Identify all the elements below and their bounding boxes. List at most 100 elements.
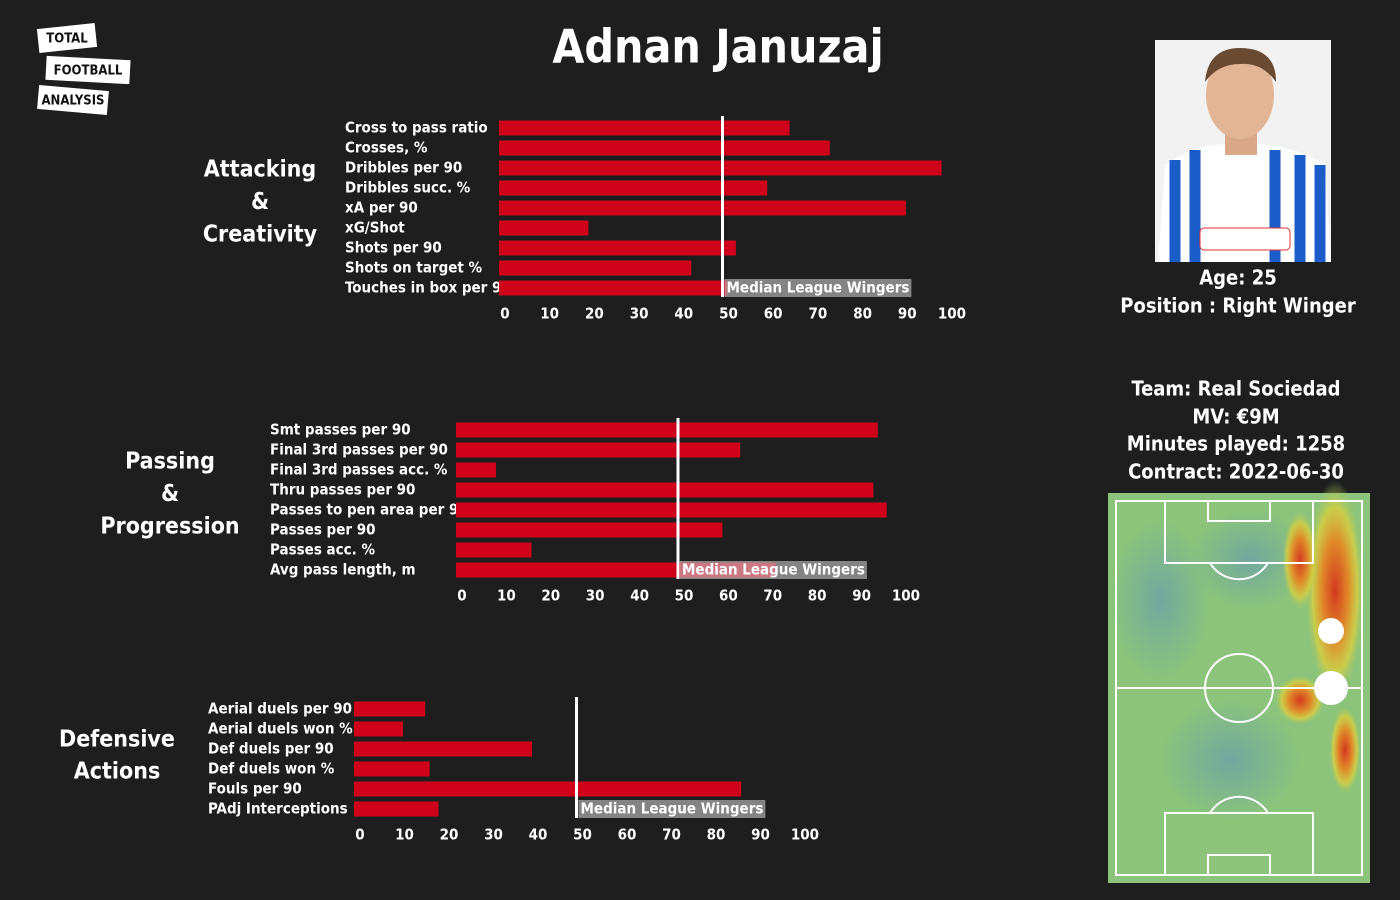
x-tick-label: 30: [484, 826, 503, 844]
heat-blob: [1160, 700, 1300, 820]
bar: [354, 741, 532, 757]
category-label: Final 3rd passes per 90: [270, 441, 448, 459]
x-tick-label: 40: [630, 587, 649, 605]
player-mv: MV: €9M: [1192, 405, 1279, 429]
x-tick-label: 100: [892, 587, 920, 605]
reference-label-bg: [724, 279, 912, 297]
x-tick-label: 80: [853, 305, 872, 323]
logo: TOTAL FOOTBALL ANALYSIS: [36, 23, 131, 116]
category-label: Passes to pen area per 90: [270, 501, 468, 519]
category-label: Aerial duels won %: [208, 720, 353, 738]
category-label: Def duels won %: [208, 760, 335, 778]
category-label: Dribbles per 90: [345, 159, 462, 177]
category-label: Passes acc. %: [270, 541, 375, 559]
x-tick-label: 90: [898, 305, 917, 323]
reference-label-bg: [578, 800, 766, 818]
heat-blob: [1110, 520, 1210, 680]
head: [1206, 51, 1274, 139]
bar: [499, 200, 906, 216]
bar: [499, 140, 830, 156]
reference-label: Median League Wingers: [727, 279, 910, 297]
bar: [456, 502, 887, 518]
category-label: Shots per 90: [345, 239, 442, 257]
bar: [354, 721, 403, 737]
bar: [456, 422, 878, 438]
logo-text: TOTAL: [46, 32, 88, 47]
x-tick-label: 0: [500, 305, 509, 323]
x-tick-label: 100: [938, 305, 966, 323]
logo-text: ANALYSIS: [42, 94, 105, 109]
section-label: Progression: [100, 514, 239, 540]
player-photo: [1155, 40, 1331, 262]
category-label: Shots on target %: [345, 259, 483, 277]
category-label: Cross to pass ratio: [345, 119, 488, 137]
bar: [499, 260, 692, 276]
logo-box: [37, 84, 109, 116]
x-tick-label: 90: [852, 587, 871, 605]
marker: [1314, 671, 1348, 705]
heat-blob: [1329, 705, 1361, 795]
x-tick-label: 40: [529, 826, 548, 844]
x-tick-label: 60: [618, 826, 637, 844]
heat-blob: [1282, 510, 1318, 610]
reference-label: Median League Wingers: [682, 561, 865, 579]
bar: [499, 160, 942, 176]
logo-box: [36, 23, 98, 53]
title: Adnan Januzaj: [552, 20, 883, 74]
x-tick-label: 90: [751, 826, 770, 844]
category-label: Touches in box per 90: [345, 279, 511, 297]
category-label: Crosses, %: [345, 139, 428, 157]
x-tick-label: 50: [573, 826, 592, 844]
section-label: Actions: [74, 759, 161, 785]
bar: [456, 462, 496, 478]
x-tick-label: 50: [719, 305, 738, 323]
bar: [354, 761, 430, 777]
bar: [499, 180, 768, 196]
x-tick-label: 20: [585, 305, 604, 323]
category-label: Passes per 90: [270, 521, 376, 539]
section-label: Passing: [125, 449, 215, 475]
reference-label-bg: [680, 561, 867, 579]
heatmap: [1108, 480, 1370, 883]
x-tick-label: 70: [763, 587, 782, 605]
section-label: Attacking: [204, 157, 316, 183]
logo-text: FOOTBALL: [54, 64, 123, 79]
x-tick-label: 0: [457, 587, 466, 605]
bar: [499, 280, 727, 296]
section-label: &: [161, 481, 179, 507]
bar: [456, 482, 874, 498]
x-tick-label: 80: [808, 587, 827, 605]
bar: [456, 522, 723, 538]
section-label: &: [251, 189, 269, 215]
category-label: PAdj Interceptions: [208, 800, 348, 818]
player-minutes: Minutes played: 1258: [1127, 432, 1345, 456]
logo-box: [45, 55, 131, 85]
player-contract: Contract: 2022-06-30: [1128, 460, 1344, 484]
hair: [1205, 48, 1276, 82]
x-tick-label: 60: [764, 305, 783, 323]
bar: [499, 220, 589, 236]
x-tick-label: 40: [674, 305, 693, 323]
category-label: Aerial duels per 90: [208, 700, 352, 718]
x-tick-label: 10: [497, 587, 516, 605]
category-label: Smt passes per 90: [270, 421, 411, 439]
reference-label: Median League Wingers: [581, 800, 764, 818]
heat-blob: [1190, 510, 1310, 610]
x-tick-label: 80: [707, 826, 726, 844]
x-tick-label: 70: [662, 826, 681, 844]
player-position: Position : Right Winger: [1120, 294, 1356, 318]
section-label: Creativity: [203, 222, 318, 248]
bar: [354, 781, 742, 797]
x-tick-label: 50: [675, 587, 694, 605]
x-tick-label: 60: [719, 587, 738, 605]
x-tick-label: 0: [355, 826, 364, 844]
category-label: Final 3rd passes acc. %: [270, 461, 448, 479]
category-label: Avg pass length, m: [270, 561, 416, 579]
player-team: Team: Real Sociedad: [1131, 377, 1340, 401]
sponsor: [1199, 227, 1291, 251]
x-tick-label: 100: [791, 826, 819, 844]
x-tick-label: 10: [395, 826, 414, 844]
category-label: Def duels per 90: [208, 740, 334, 758]
heat-blob: [1305, 480, 1365, 700]
